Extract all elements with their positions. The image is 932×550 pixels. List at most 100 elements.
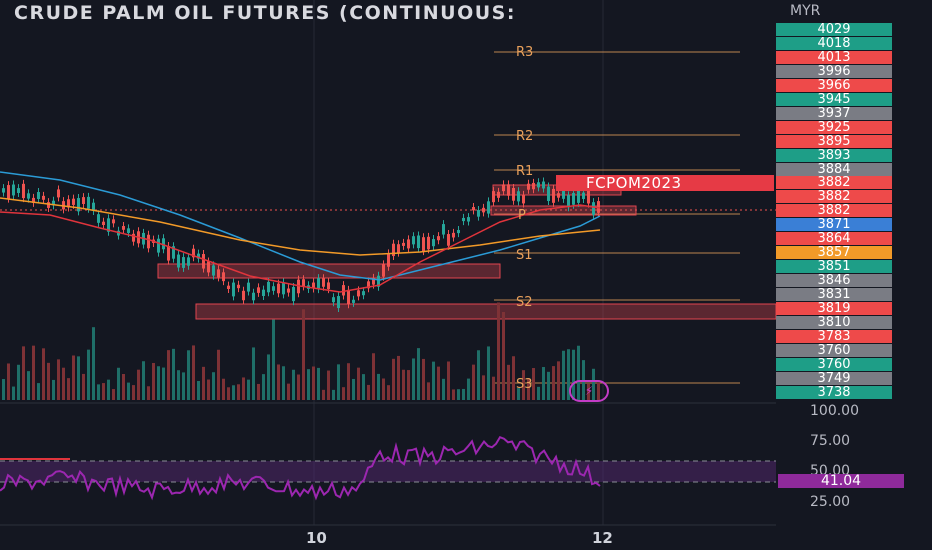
volume-bar [327, 370, 330, 400]
pivot-s2-label: S2 [516, 295, 533, 310]
candle-body [292, 287, 295, 302]
candle-body [467, 217, 470, 222]
volume-bar [572, 349, 575, 400]
symbol-badge[interactable]: FCPOM2023 [556, 175, 774, 191]
candle-body [127, 228, 130, 233]
price-axis-tag: 3893 [776, 148, 892, 162]
price-axis-tag: 3945 [776, 92, 892, 106]
currency-label: MYR [790, 3, 821, 19]
volume-bar [317, 367, 320, 400]
candle-body [57, 189, 60, 198]
volume-bar [532, 368, 535, 400]
demand-zone [195, 303, 777, 320]
candle-body [272, 286, 275, 291]
candle-body [262, 289, 265, 296]
volume-bar [337, 364, 340, 400]
candle-body [387, 253, 390, 267]
volume-bar [522, 370, 525, 400]
candle-body [537, 182, 540, 188]
candle-body [372, 277, 375, 285]
candle-body [392, 243, 395, 257]
candle-body [362, 291, 365, 296]
volume-bar [67, 378, 70, 400]
volume-bar [372, 353, 375, 400]
volume-bar [382, 378, 385, 400]
candle-body [197, 253, 200, 259]
volume-bar [377, 373, 380, 400]
volume-bar [257, 383, 260, 400]
candle-body [522, 194, 525, 204]
price-axis-tag: 3783 [776, 329, 892, 343]
candle-body [162, 238, 165, 250]
volume-bar [287, 383, 290, 400]
volume-bar [352, 378, 355, 400]
volume-bar [542, 367, 545, 400]
candle-body [597, 201, 600, 213]
candle-body [97, 214, 100, 223]
ma-red-line [0, 204, 601, 293]
volume-bar [467, 378, 470, 400]
candle-body [92, 202, 95, 211]
price-axis-tag: 3846 [776, 274, 892, 288]
candle-body [217, 269, 220, 278]
volume-bar [477, 350, 480, 400]
candle-body [12, 184, 15, 196]
volume-bar [32, 345, 35, 400]
price-axis-tag: 4013 [776, 50, 892, 64]
candle-body [27, 193, 30, 199]
volume-bar [297, 374, 300, 400]
volume-bar [482, 375, 485, 400]
candle-body [32, 197, 35, 203]
volume-bar [107, 379, 110, 400]
price-axis-tag: 3851 [776, 260, 892, 274]
volume-bar [92, 327, 95, 400]
price-axis-tag: 3966 [776, 78, 892, 92]
candle-body [342, 285, 345, 296]
volume-bar [417, 348, 420, 400]
volume-bar [242, 377, 245, 400]
candle-body [337, 296, 340, 309]
volume-bar [407, 370, 410, 400]
volume-bar [517, 388, 520, 400]
volume-bar [447, 361, 450, 400]
volume-bar [322, 389, 325, 400]
candle-body [397, 244, 400, 253]
volume-bar [302, 309, 305, 400]
candle-body [7, 185, 10, 199]
lightning-icon[interactable]: ⚡ [569, 380, 609, 402]
volume-bar [487, 346, 490, 400]
candle-body [407, 239, 410, 249]
candle-body [442, 224, 445, 235]
volume-bar [217, 349, 220, 400]
candle-body [367, 281, 370, 289]
volume-bar [412, 358, 415, 400]
candle-body [482, 207, 485, 213]
price-axis-tag: 3996 [776, 64, 892, 78]
volume-bar [362, 374, 365, 400]
candle-body [512, 188, 515, 201]
candle-body [112, 219, 115, 224]
price-axis-tag: 3895 [776, 134, 892, 148]
price-axis-tag: 3760 [776, 343, 892, 357]
x-axis-label-10: 10 [306, 529, 327, 547]
candle-body [377, 275, 380, 287]
volume-bar [137, 369, 140, 400]
volume-bar [427, 382, 430, 400]
volume-bar [282, 366, 285, 400]
volume-bar [562, 350, 565, 400]
volume-bar [62, 367, 65, 400]
volume-bar [127, 382, 130, 400]
candle-body [332, 297, 335, 303]
price-axis-tag: 3857 [776, 246, 892, 260]
candle-body [447, 234, 450, 246]
volume-bar [312, 366, 315, 400]
candle-body [122, 226, 125, 230]
volume-bar [222, 378, 225, 400]
candle-body [317, 278, 320, 290]
candle-body [412, 236, 415, 245]
volume-bar [347, 363, 350, 400]
volume-bar [422, 358, 425, 400]
volume-bar [292, 369, 295, 400]
volume-bar [227, 387, 230, 400]
